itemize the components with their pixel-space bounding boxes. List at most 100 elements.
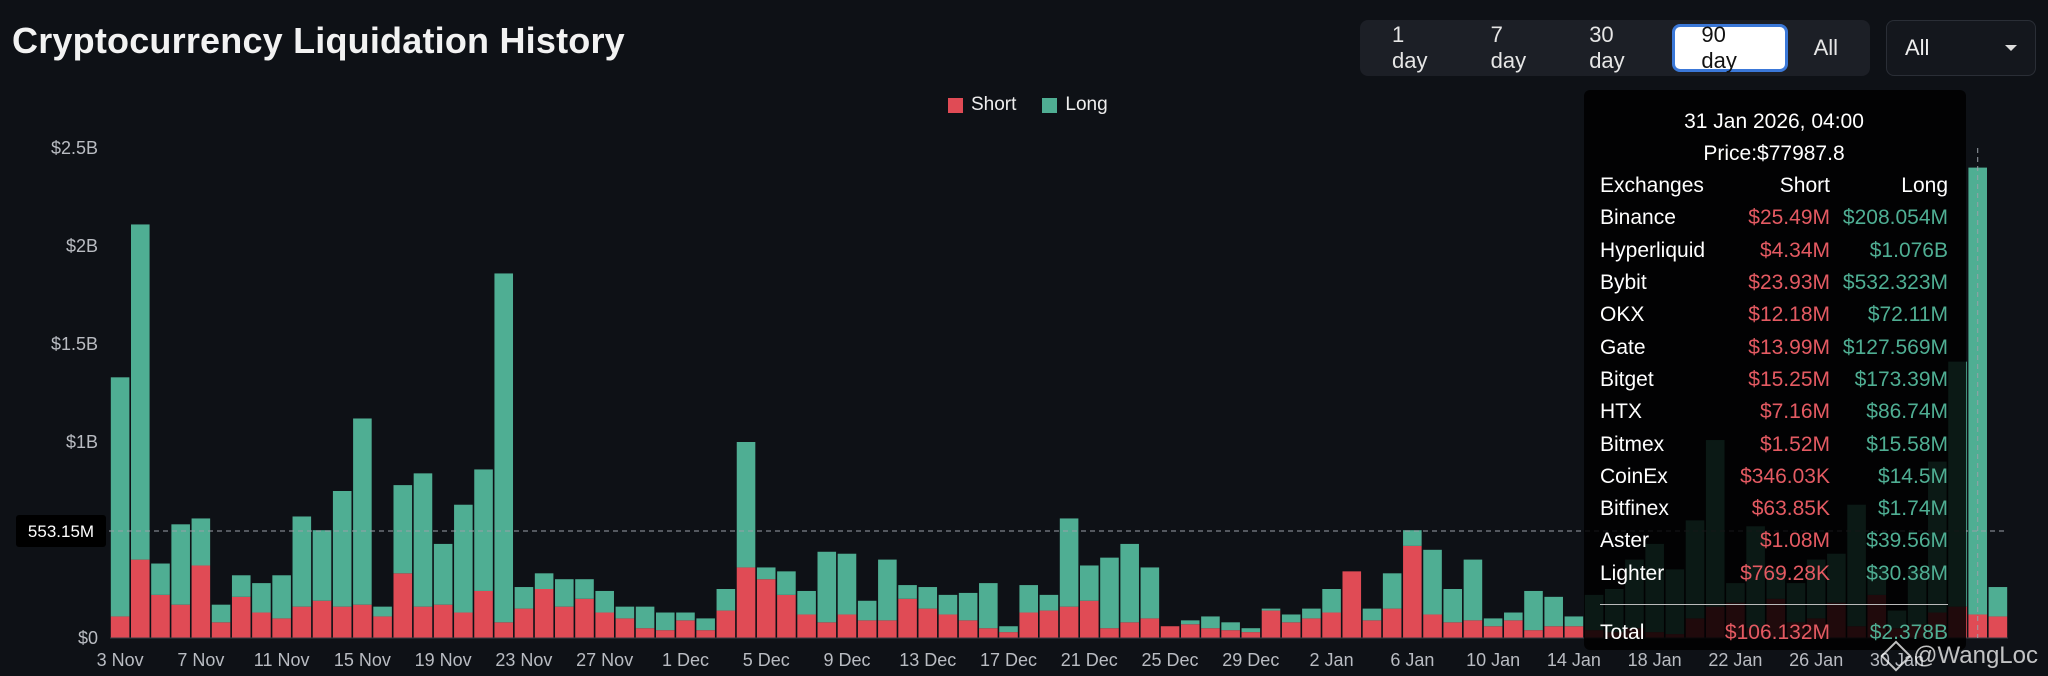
short-bar (696, 630, 715, 638)
tooltip-panel: 31 Jan 2026, 04:00 Price:$77987.8 Exchan… (1584, 90, 1966, 650)
long-bar (616, 607, 635, 619)
long-bar (373, 607, 392, 617)
short-bar (272, 618, 291, 638)
tooltip-cell: CoinEx (1600, 465, 1720, 489)
short-bar (474, 591, 493, 638)
tooltip-row: Bitmex $1.52M $15.58M (1600, 428, 1948, 460)
short-bar (1464, 620, 1483, 638)
x-tick-label: 25 Dec (1142, 650, 1199, 670)
long-bar (1181, 620, 1200, 624)
long-bar (1464, 560, 1483, 621)
short-bar (918, 609, 937, 638)
short-bar (1383, 609, 1402, 638)
long-bar (232, 575, 251, 597)
long-bar (151, 564, 170, 595)
tooltip-cell: Short (1720, 174, 1830, 198)
short-bar (494, 622, 513, 638)
short-bar (717, 611, 736, 638)
long-bar (878, 560, 897, 621)
tooltip-cell: $106.132M (1720, 621, 1830, 645)
tooltip-cell: $72.11M (1830, 303, 1948, 327)
long-bar (676, 613, 695, 621)
x-tick-label: 3 Nov (97, 650, 144, 670)
x-tick-label: 22 Jan (1708, 650, 1762, 670)
x-tick-label: 2 Jan (1310, 650, 1354, 670)
long-bar (1019, 585, 1038, 612)
long-bar (1363, 609, 1382, 621)
x-tick-label: 13 Dec (899, 650, 956, 670)
short-bar (595, 613, 614, 638)
short-bar (212, 622, 231, 638)
long-bar (999, 626, 1018, 632)
short-bar (797, 614, 816, 638)
tooltip-cell: Long (1830, 174, 1948, 198)
short-bar (959, 620, 978, 638)
short-bar (131, 560, 150, 638)
tooltip-cell: Gate (1600, 336, 1720, 360)
tooltip-row: Bitget $15.25M $173.39M (1600, 364, 1948, 396)
short-bar (555, 607, 574, 638)
x-tick-label: 15 Nov (334, 650, 391, 670)
tooltip-cell: $7.16M (1720, 400, 1830, 424)
short-bar (1302, 618, 1321, 638)
long-bar (252, 583, 271, 612)
long-bar (636, 607, 655, 629)
long-bar (1221, 622, 1240, 630)
long-bar (171, 524, 190, 604)
long-bar (737, 442, 756, 567)
long-bar (898, 585, 917, 599)
short-bar (979, 628, 998, 638)
short-bar (1504, 620, 1523, 638)
tooltip-row: Gate $13.99M $127.569M (1600, 331, 1948, 363)
short-bar (1989, 616, 2008, 638)
short-bar (1019, 613, 1038, 638)
tooltip-cell: OKX (1600, 303, 1720, 327)
tooltip-cell: $15.58M (1830, 433, 1948, 457)
long-bar (797, 591, 816, 615)
short-bar (656, 630, 675, 638)
y-tick-label: $2B (66, 236, 98, 256)
short-bar (1060, 607, 1079, 638)
short-bar (535, 589, 554, 638)
tooltip-cell: Binance (1600, 206, 1720, 230)
long-bar (1544, 597, 1563, 626)
watermark-text: @WangLoc (1913, 642, 2038, 670)
long-bar (1302, 609, 1321, 619)
long-bar (777, 571, 796, 595)
x-tick-label: 19 Nov (415, 650, 472, 670)
watermark: @WangLoc (1885, 642, 2038, 670)
tooltip-cell: HTX (1600, 400, 1720, 424)
long-bar (918, 587, 937, 609)
short-bar (1120, 622, 1139, 638)
x-tick-label: 18 Jan (1628, 650, 1682, 670)
tooltip-cell: $39.56M (1830, 529, 1948, 553)
short-bar (1161, 626, 1180, 638)
tooltip-row: Aster $1.08M $39.56M (1600, 525, 1948, 557)
short-bar (1565, 626, 1584, 638)
long-bar (535, 573, 554, 589)
long-bar (131, 224, 150, 559)
long-bar (818, 552, 837, 623)
long-bar (939, 595, 958, 615)
long-bar (1423, 550, 1442, 615)
long-bar (1443, 589, 1462, 622)
x-tick-label: 26 Jan (1789, 650, 1843, 670)
short-bar (636, 628, 655, 638)
long-bar (192, 518, 211, 565)
short-bar (1201, 628, 1220, 638)
short-bar (313, 601, 332, 638)
tooltip-cell: $173.39M (1830, 368, 1948, 392)
tooltip-cell: $1.08M (1720, 529, 1830, 553)
short-bar (1423, 614, 1442, 638)
short-bar (1040, 611, 1059, 638)
tooltip-cell: $346.03K (1720, 465, 1830, 489)
short-bar (232, 597, 251, 638)
long-bar (979, 583, 998, 628)
short-bar (737, 567, 756, 638)
long-bar (474, 469, 493, 591)
short-bar (353, 605, 372, 638)
x-tick-label: 21 Dec (1061, 650, 1118, 670)
short-bar (393, 573, 412, 638)
short-bar (1484, 626, 1503, 638)
long-bar (1282, 614, 1301, 622)
